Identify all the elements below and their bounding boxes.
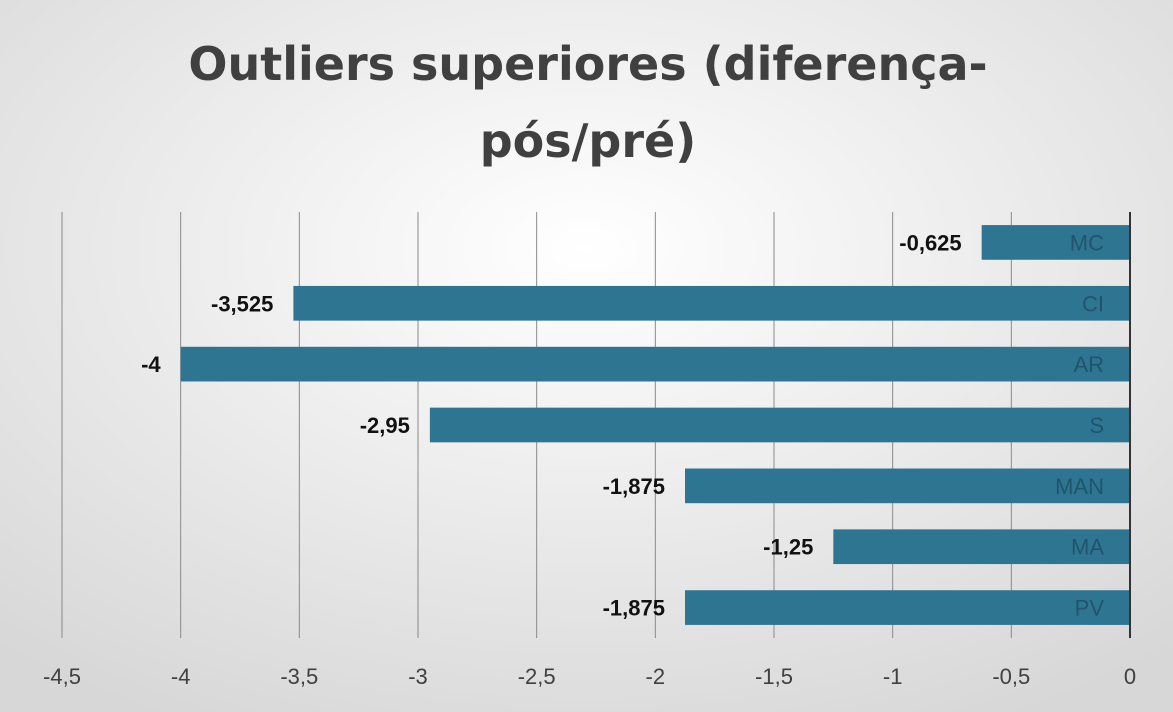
category-label: MC — [1070, 230, 1104, 255]
data-label: -1,875 — [603, 596, 665, 621]
category-label: CI — [1082, 291, 1104, 316]
x-tick-label: -4 — [171, 664, 191, 689]
data-labels: -0,625 -3,525 -4 -2,95 -1,875 -1,25 -1,875 — [141, 230, 962, 620]
bar — [685, 468, 1130, 504]
data-label: -4 — [141, 352, 161, 377]
chart-title-line-2: pós/pré) — [480, 114, 697, 168]
x-tick-label: -3 — [408, 664, 428, 689]
x-tick-label: -2 — [646, 664, 666, 689]
x-tick-label: -4,5 — [43, 664, 81, 689]
data-label: -3,525 — [211, 291, 273, 316]
bar — [685, 590, 1130, 625]
x-tick-label: -1,5 — [755, 664, 793, 689]
chart-title-line-1: Outliers superiores (diferença- — [188, 37, 987, 91]
category-label: S — [1089, 413, 1104, 438]
category-label: MAN — [1055, 474, 1104, 499]
category-labels: MC CI AR S MAN MA PV — [1055, 230, 1104, 620]
x-tick-label: -2,5 — [518, 664, 556, 689]
x-tick-label: -0,5 — [992, 664, 1030, 689]
bar — [429, 407, 1130, 443]
category-label: PV — [1075, 596, 1105, 621]
x-tick-label: 0 — [1124, 664, 1136, 689]
bar — [293, 285, 1130, 321]
x-tick-label: -3,5 — [280, 664, 318, 689]
category-label: MA — [1071, 535, 1104, 560]
bar — [833, 529, 1130, 565]
data-label: -0,625 — [899, 230, 961, 255]
bars — [180, 225, 1130, 625]
data-label: -1,25 — [763, 535, 813, 560]
x-tick-label: -1 — [883, 664, 903, 689]
bar — [981, 225, 1130, 260]
bar — [180, 346, 1130, 382]
data-label: -1,875 — [603, 474, 665, 499]
x-axis-ticks: -4,5 -4 -3,5 -3 -2,5 -2 -1,5 -1 -0,5 0 — [43, 664, 1136, 689]
category-label: AR — [1073, 352, 1104, 377]
data-label: -2,95 — [360, 413, 410, 438]
